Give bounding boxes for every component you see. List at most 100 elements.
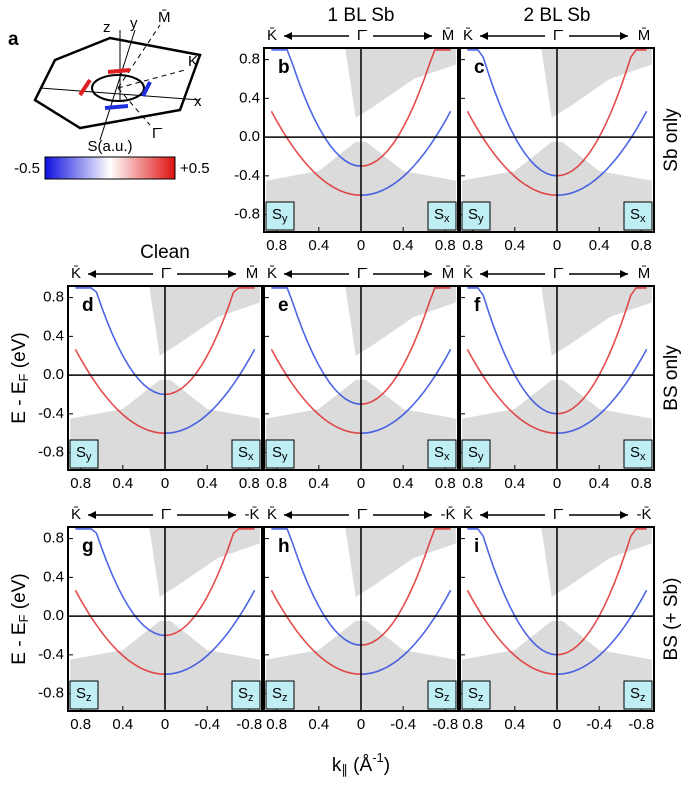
label-unit: (eV) <box>9 332 30 373</box>
panel-letter: d <box>82 295 94 316</box>
colorbar-rect <box>44 156 176 180</box>
panel: 0.8 0.4 0 -0.4 -0.8K̄ Γ̄ -K̄iSz Sz <box>459 506 655 733</box>
x-tick-label: -0.4 <box>194 716 220 733</box>
label-sub: F <box>16 614 31 622</box>
x-tick-label: 0.8 <box>435 475 456 492</box>
axis-name: z <box>103 19 111 36</box>
spin-base: S <box>468 206 478 223</box>
bulk-region <box>345 286 456 356</box>
spin-base: S <box>434 444 444 461</box>
spin-base: S <box>434 206 444 223</box>
k-label: Γ̄ <box>161 506 171 523</box>
y-axis-label: E - EF (eV) <box>9 573 31 664</box>
spin-sub: z <box>248 692 254 704</box>
row-label: Sb only <box>661 108 682 172</box>
spin-box <box>461 439 491 469</box>
y-tick-label: 0.0 <box>239 128 260 145</box>
panel: 0.8 0.4 0 0.4 0.8K̄ Γ̄ M̄fSy Sx <box>459 265 655 492</box>
x-tick-label: 0 <box>161 716 169 733</box>
spin-base: S <box>630 685 640 702</box>
spin-box <box>461 680 491 710</box>
label-close: ) <box>384 755 390 776</box>
k-label: Γ̄ <box>553 506 563 523</box>
label-sub: ∥ <box>341 762 348 777</box>
x-tick-label: 0.4 <box>308 237 329 254</box>
k-label: K̄ <box>267 27 277 44</box>
panel-letter: b <box>278 57 290 78</box>
k-arrowhead <box>424 32 432 40</box>
x-tick-label: 0.4 <box>504 237 525 254</box>
panel-letter: f <box>474 295 481 316</box>
spin-box <box>231 680 261 710</box>
k-label: K̄ <box>463 27 473 44</box>
spin-sub: x <box>640 451 646 463</box>
spin-label: Sy <box>468 206 484 225</box>
spin-box <box>69 439 99 469</box>
y-axis-label: E - EF (eV) <box>9 332 31 423</box>
panel: 0.8 0.4 0 -0.4 -0.8K̄ Γ̄ -K̄hSz Sz <box>263 506 459 733</box>
k-arrowhead <box>284 270 292 278</box>
x-tick-label: 0 <box>357 475 365 492</box>
label-main: E - E <box>9 381 30 423</box>
x-tick-label: 0.8 <box>462 237 483 254</box>
g-line <box>117 87 151 126</box>
spin-base: S <box>630 444 640 461</box>
spin-sub: y <box>478 451 484 463</box>
spin-base: S <box>272 444 282 461</box>
row-label: BS (+ Sb) <box>661 578 682 661</box>
colorbar: S(a.u.) -0.5 +0.5 <box>14 138 210 180</box>
bulk-region <box>149 527 260 597</box>
k-arrowhead <box>480 511 488 519</box>
k-arrowhead <box>480 270 488 278</box>
spin-box <box>69 680 99 710</box>
point-name: K̄ <box>188 53 198 70</box>
spin-box <box>427 680 457 710</box>
k-label: K̄ <box>71 506 81 523</box>
label-main: k <box>332 755 342 776</box>
fermi-contour <box>91 74 145 102</box>
band <box>556 287 647 415</box>
bulk-region <box>541 527 652 597</box>
k-arrowhead <box>620 270 628 278</box>
y-tick-label: 0.8 <box>43 289 64 306</box>
panel-letter: a <box>8 29 19 50</box>
x-tick-label: -0.8 <box>432 716 458 733</box>
y-tick-label: 0.0 <box>43 366 64 383</box>
spin-sub: z <box>86 692 92 704</box>
x-tick-label: 0.8 <box>70 716 91 733</box>
k-arrowhead <box>284 32 292 40</box>
panel: 0.8 0.4 0 0.4 0.8K̄ Γ̄ M̄cSy Sx <box>459 27 655 254</box>
x-tick-label: 0.8 <box>631 237 652 254</box>
colorbar-min: -0.5 <box>14 160 40 177</box>
x-tick-label: 0.4 <box>112 475 133 492</box>
spin-sub: z <box>444 692 450 704</box>
colorbar-title: S(a.u.) <box>87 138 132 155</box>
y-axis <box>99 29 136 141</box>
k-label: Γ̄ <box>357 27 367 44</box>
x-tick-label: 0.4 <box>393 237 414 254</box>
panel-letter: i <box>474 536 479 557</box>
spin-box <box>623 201 653 231</box>
panel-letter: g <box>82 536 94 557</box>
k-label: Γ̄ <box>161 265 171 282</box>
y-tick-label: -0.8 <box>38 444 64 461</box>
spin-label: Sz <box>468 685 484 704</box>
spin-base: S <box>434 685 444 702</box>
spin-sub: y <box>86 451 92 463</box>
y-tick-label: -0.8 <box>38 685 64 702</box>
label-unit: (eV) <box>9 573 30 614</box>
spin-box <box>265 680 295 710</box>
k-label: M̄ <box>246 265 259 282</box>
axis-name: x <box>194 93 202 110</box>
x-tick-label: 0.4 <box>197 475 218 492</box>
x-tick-label: 0.8 <box>266 237 287 254</box>
x-tick-label: 0.4 <box>589 237 610 254</box>
y-tick-label: 0.4 <box>239 89 260 106</box>
panel-letter: c <box>474 57 485 78</box>
spin-label: Sy <box>272 444 288 463</box>
spin-sub: x <box>640 213 646 225</box>
spin-box <box>461 201 491 231</box>
column-title: 2 BL Sb <box>524 5 591 26</box>
gk-line <box>117 69 186 89</box>
y-tick-label: 0.4 <box>43 568 64 585</box>
